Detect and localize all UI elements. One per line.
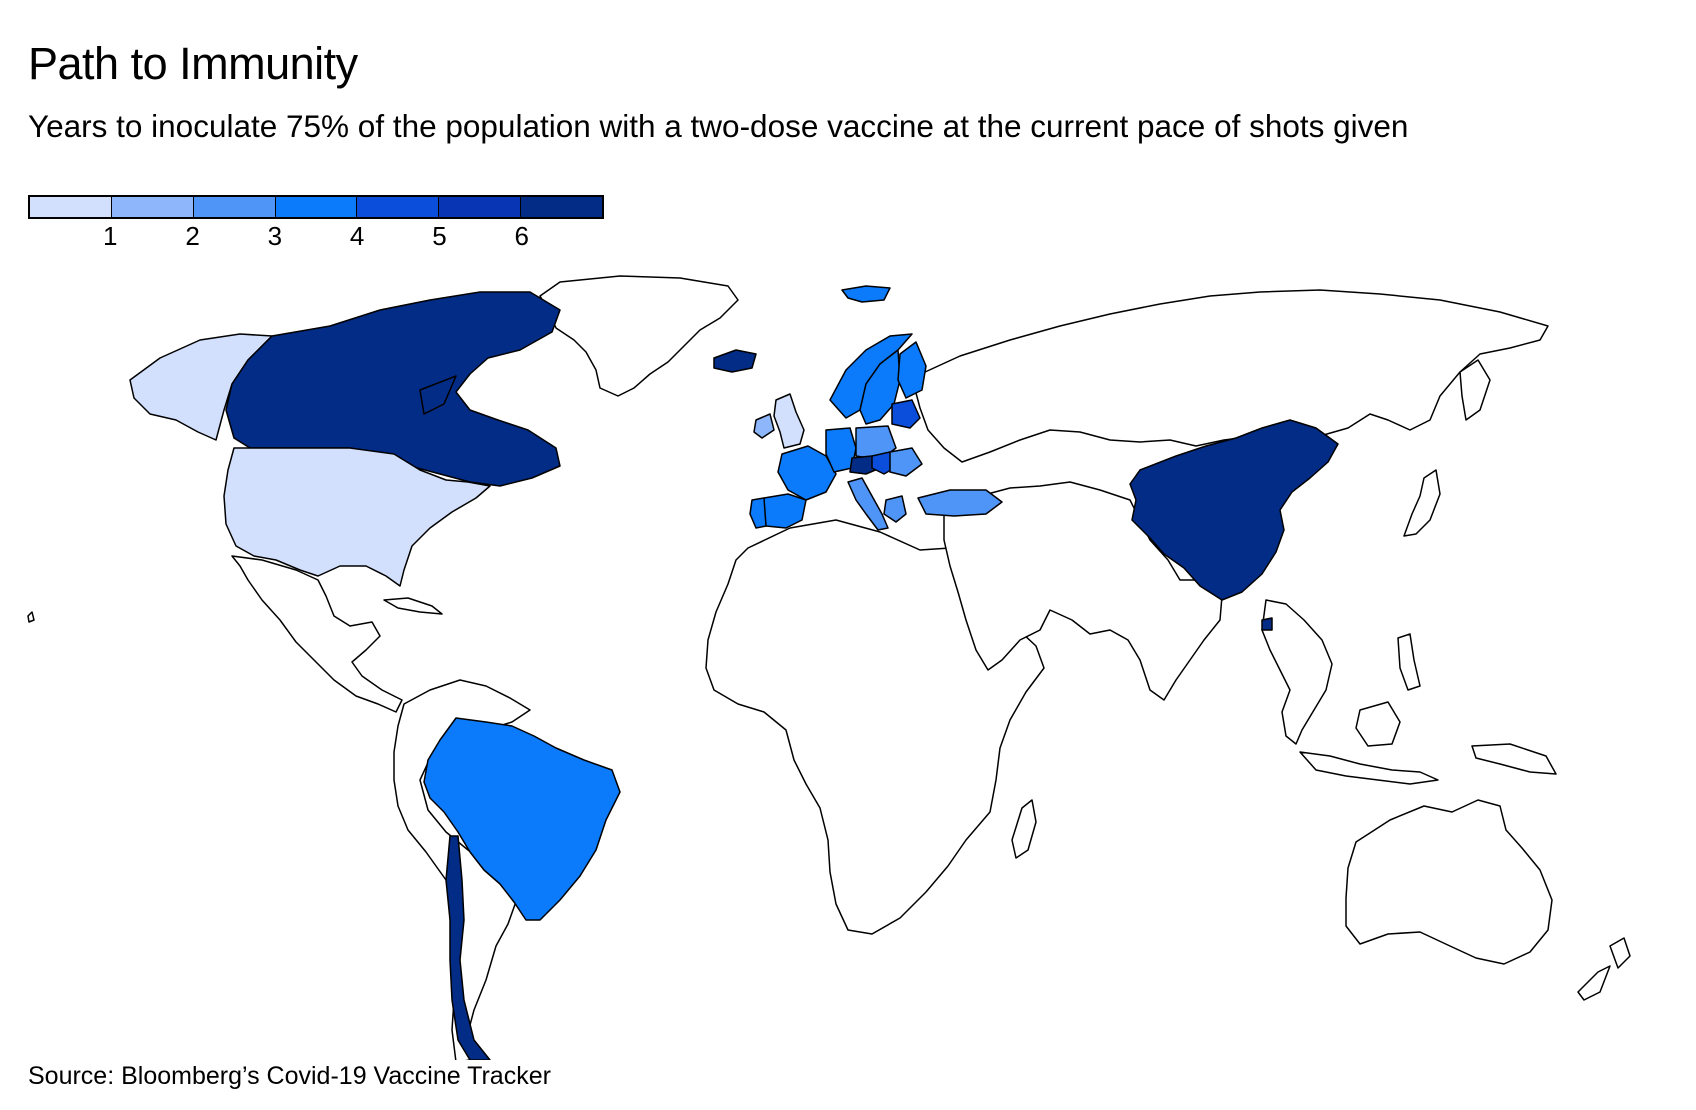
new-zealand-south bbox=[1577, 965, 1611, 1001]
legend-tick-5: 5 bbox=[432, 221, 447, 251]
region-italy bbox=[847, 477, 889, 531]
legend-swatch-1 bbox=[111, 197, 194, 217]
legend-tick-3: 3 bbox=[267, 221, 283, 251]
region-united-kingdom bbox=[773, 393, 805, 449]
region-baltic-states bbox=[891, 399, 921, 429]
legend-swatch-6 bbox=[521, 197, 603, 217]
new-zealand bbox=[1609, 937, 1631, 969]
source-note: Source: Bloomberg’s Covid-19 Vaccine Tra… bbox=[28, 1062, 551, 1090]
chart-title: Path to Immunity bbox=[28, 38, 358, 89]
region-svalbard bbox=[841, 285, 891, 303]
new-guinea bbox=[1471, 743, 1557, 775]
color-legend: 1 2 3 4 5 6 bbox=[28, 195, 604, 251]
borneo bbox=[1355, 701, 1401, 747]
region-ireland bbox=[753, 413, 775, 439]
chart-subtitle: Years to inoculate 75% of the population… bbox=[28, 108, 1409, 144]
legend-tick-6: 6 bbox=[514, 221, 529, 251]
region-china bbox=[1129, 419, 1339, 601]
region-france bbox=[777, 445, 837, 501]
world-map bbox=[27, 275, 1631, 1060]
region-turkey bbox=[917, 489, 1003, 517]
japan bbox=[1403, 469, 1441, 537]
cuba bbox=[383, 597, 443, 615]
region-hainan bbox=[1261, 617, 1273, 631]
russia bbox=[911, 289, 1549, 463]
region-portugal bbox=[749, 497, 767, 529]
region-canada bbox=[225, 291, 561, 487]
mexico-central-america bbox=[231, 555, 403, 713]
legend-swatch-3 bbox=[275, 197, 358, 217]
greenland bbox=[539, 275, 739, 397]
legend-swatch-5 bbox=[439, 197, 522, 217]
legend-tick-labels: 1 2 3 4 5 6 bbox=[28, 219, 604, 251]
middle-east-central-asia bbox=[943, 481, 1223, 701]
region-romania bbox=[889, 447, 923, 477]
legend-swatch-4 bbox=[357, 197, 440, 217]
region-chile bbox=[445, 835, 491, 1060]
region-finland bbox=[897, 341, 927, 399]
kamchatka bbox=[1459, 359, 1491, 421]
region-brazil bbox=[423, 717, 621, 921]
southeast-asia bbox=[1261, 599, 1333, 745]
south-america bbox=[393, 679, 531, 1060]
region-alaska bbox=[129, 333, 273, 441]
madagascar bbox=[1011, 799, 1037, 859]
indonesia bbox=[1299, 751, 1439, 785]
philippines bbox=[1397, 633, 1421, 691]
hawaii bbox=[27, 611, 35, 623]
legend-tick-1: 1 bbox=[103, 221, 118, 251]
region-greece bbox=[883, 495, 907, 523]
legend-color-bar bbox=[28, 195, 604, 219]
region-iceland bbox=[713, 349, 757, 373]
region-united-states bbox=[223, 447, 491, 587]
legend-tick-2: 2 bbox=[185, 221, 200, 251]
legend-swatch-0 bbox=[30, 197, 112, 217]
legend-swatch-2 bbox=[193, 197, 276, 217]
legend-tick-4: 4 bbox=[349, 221, 365, 251]
australia bbox=[1345, 799, 1553, 965]
